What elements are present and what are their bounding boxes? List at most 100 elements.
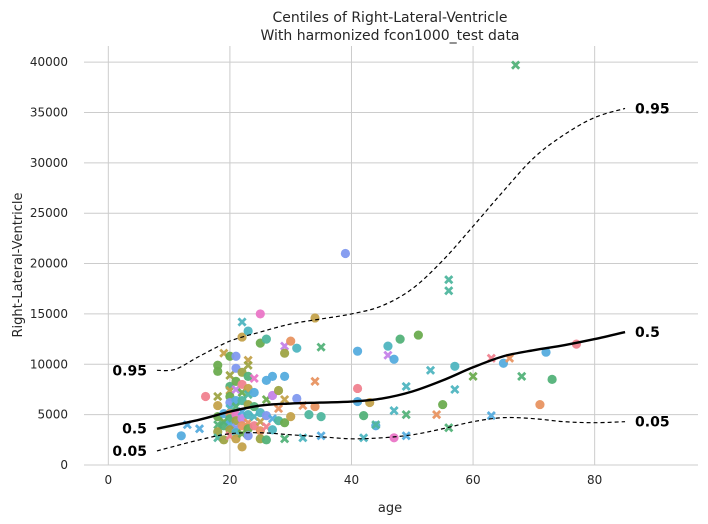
data-point-x: [450, 384, 460, 395]
y-tick-label: 15000: [30, 307, 68, 321]
centile-label-left: 0.05: [112, 444, 147, 460]
data-point-x: [468, 371, 478, 381]
x-tick-label: 0: [104, 473, 112, 487]
data-point-circle: [267, 390, 278, 401]
data-point-circle: [292, 343, 302, 353]
x-tick-label: 80: [587, 473, 602, 487]
data-point-circle: [249, 421, 259, 431]
data-point-circle: [383, 341, 393, 351]
y-axis-label: Right-Lateral-Ventricle: [11, 192, 26, 337]
data-point-circle: [231, 351, 241, 361]
data-point-x: [280, 434, 290, 444]
data-point-x: [401, 431, 411, 441]
data-point-circle: [280, 348, 290, 358]
y-tick-label: 25000: [30, 206, 68, 220]
centile-label-left: 0.5: [122, 422, 147, 438]
y-tick-label: 0: [60, 458, 68, 472]
data-point-circle: [438, 399, 448, 410]
data-point-circle: [413, 330, 423, 340]
data-point-circle: [292, 393, 302, 404]
data-point-x: [316, 342, 326, 352]
data-point-circle: [261, 411, 271, 421]
data-point-circle: [200, 391, 211, 402]
data-point-circle: [243, 371, 253, 381]
x-axis-label: age: [378, 501, 402, 516]
data-point-x: [425, 365, 436, 375]
data-point-x: [243, 360, 253, 370]
data-point-circle: [310, 313, 320, 323]
data-point-x: [237, 317, 247, 327]
data-point-circle: [243, 431, 253, 441]
data-point-x: [517, 371, 527, 381]
data-point-circle: [286, 336, 296, 346]
data-point-circle: [176, 431, 186, 441]
centile-label-right: 0.05: [635, 415, 670, 431]
centile-label-left: 0.95: [112, 363, 147, 379]
data-point-x: [371, 420, 381, 430]
chart-subtitle: With harmonized fcon1000_test data: [260, 28, 519, 44]
x-tick-label: 40: [344, 473, 359, 487]
data-point-circle: [237, 442, 247, 452]
data-point-circle: [541, 347, 551, 357]
data-point-circle: [450, 361, 460, 371]
data-point-circle: [267, 425, 278, 435]
data-point-x: [401, 381, 411, 392]
y-tick-label: 40000: [30, 55, 68, 69]
centile-labels: 0.95 0.95 0.5 0.5 0.05 0.05: [112, 101, 669, 459]
data-point-circle: [395, 334, 405, 344]
data-point-circle: [280, 418, 290, 428]
data-point-circle: [389, 354, 399, 364]
data-point-x: [225, 370, 235, 380]
data-point-circle: [261, 435, 271, 445]
x-tick-labels: 0 20 40 60 80: [104, 473, 602, 487]
data-point-x: [280, 394, 290, 405]
data-point-x: [401, 410, 411, 420]
x-tick-label: 60: [465, 473, 480, 487]
data-point-circle: [304, 410, 314, 420]
data-point-x: [432, 410, 442, 420]
data-point-circle: [280, 371, 290, 381]
grid-lines: [84, 46, 698, 466]
centile-label-right: 0.95: [635, 101, 670, 117]
scatter-points: [176, 60, 582, 452]
data-point-circle: [273, 385, 284, 396]
y-tick-label: 35000: [30, 105, 68, 119]
y-tick-label: 20000: [30, 257, 68, 271]
data-point-x: [444, 286, 454, 296]
data-point-circle: [535, 399, 545, 410]
data-point-x: [249, 373, 259, 383]
data-point-circle: [352, 383, 363, 394]
y-tick-label: 30000: [30, 156, 68, 170]
data-point-x: [194, 424, 205, 434]
data-point-x: [444, 275, 454, 285]
data-point-circle: [547, 374, 557, 384]
data-point-circle: [359, 411, 369, 421]
y-tick-label: 10000: [30, 357, 68, 371]
data-point-x: [389, 406, 399, 416]
data-point-x: [486, 411, 496, 421]
data-point-circle: [249, 387, 259, 398]
y-tick-labels: 0 5000 10000 15000 20000 25000 30000 35000 40000: [30, 55, 68, 472]
x-tick-label: 20: [222, 473, 237, 487]
centile-curves: [156, 107, 626, 452]
data-point-circle: [316, 412, 326, 422]
y-tick-label: 5000: [37, 408, 68, 422]
data-point-circle: [286, 412, 296, 422]
data-point-circle: [310, 401, 320, 412]
data-point-circle: [219, 435, 229, 445]
data-point-circle: [243, 410, 253, 420]
data-point-x: [511, 60, 521, 70]
data-point-circle: [389, 433, 399, 443]
data-point-x: [310, 376, 320, 386]
data-point-circle: [213, 400, 223, 411]
data-point-x: [359, 433, 369, 443]
data-point-x: [213, 391, 223, 402]
data-point-circle: [352, 346, 363, 356]
data-point-circle: [213, 360, 223, 370]
chart-title: Centiles of Right-Lateral-Ventricle: [273, 10, 508, 26]
data-point-circle: [243, 326, 253, 336]
data-point-circle: [261, 334, 271, 344]
data-point-circle: [267, 371, 278, 381]
